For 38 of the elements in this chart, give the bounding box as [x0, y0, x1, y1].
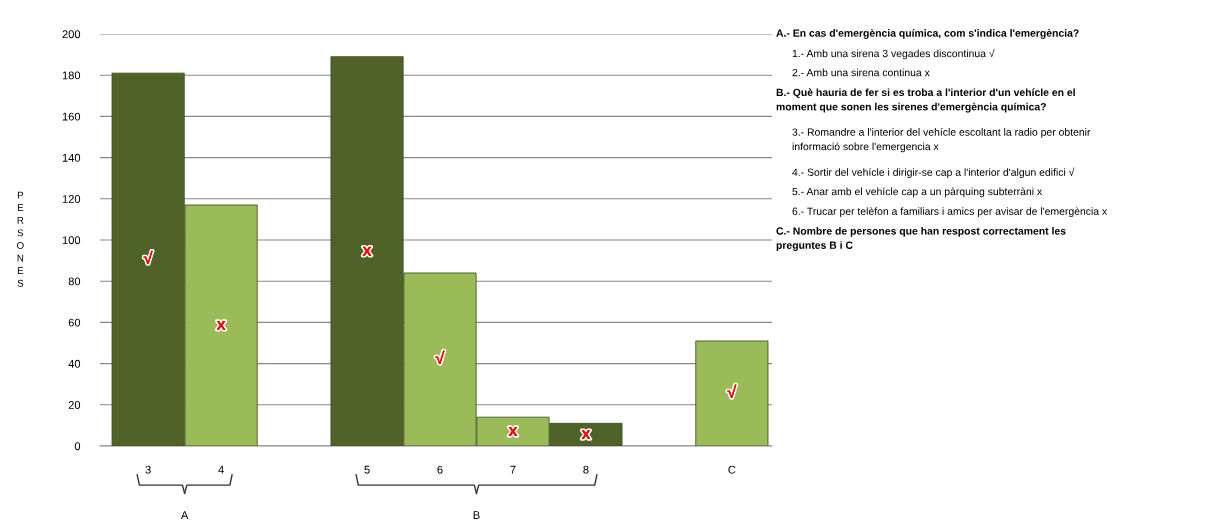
text: A.- En cas d'emergència química, com s'indica l'emergència?	[776, 29, 1079, 39]
y-tick-label: 140	[62, 153, 81, 162]
y-tick-label: 40	[68, 359, 81, 368]
y-tick-label: 60	[68, 318, 81, 327]
data-label: √	[727, 384, 737, 398]
y-tick-label: 0	[74, 442, 81, 451]
text: 5.- Anar amb el vehícle cap a un pàrquing subterràni x	[792, 187, 1043, 198]
text: 3.- Romandre a l'interior del vehícle escoltant la radio per obtenir informació sobre l'emergencia x	[792, 128, 1091, 153]
data-label: x	[216, 321, 226, 330]
y-tick-label: 20	[68, 401, 81, 409]
y-tick-label: 100	[62, 236, 81, 245]
data-label: x	[508, 427, 518, 436]
data-label: x	[581, 430, 591, 439]
x-tick-label: 5	[364, 465, 370, 474]
x-tick-label: C	[728, 465, 736, 474]
x-tick-label: 7	[510, 465, 516, 474]
text: 1.- Amb una sirena 3 vegades discontinua √	[792, 48, 995, 60]
text: 2.- Amb una sirena continua x	[792, 68, 930, 77]
text: B	[473, 511, 480, 519]
y-axis-title: PERSONES	[17, 191, 24, 287]
text: C.- Nombre de persones que han respost correctament les preguntes B i C	[776, 227, 1066, 251]
text: 4.- Sortir del vehícle i dirigir-se cap a l'interior d'algun edifici √	[792, 167, 1075, 178]
x-tick-label: 4	[218, 465, 224, 474]
y-tick-label: 180	[62, 71, 81, 80]
data-label: √	[435, 350, 445, 364]
y-tick-label: 120	[62, 195, 81, 203]
y-tick-label: 160	[62, 112, 81, 121]
text: B.- Què hauria de fer si es troba a l'interior d'un vehícle en el moment que sonen les sirenes d'emergència química?	[776, 88, 1075, 113]
data-label: √	[143, 250, 153, 265]
data-label: x	[362, 246, 372, 256]
x-tick-label: 3	[145, 465, 151, 474]
y-tick-label: 80	[68, 277, 81, 286]
y-tick-label: 200	[62, 30, 81, 39]
text: A	[180, 511, 189, 519]
text: 6.- Trucar per telèfon a familiars i amics per avisar de l'emergència x	[792, 207, 1108, 218]
x-tick-label: 8	[583, 465, 589, 474]
x-tick-label: 6	[437, 465, 443, 474]
bar	[695, 340, 769, 446]
